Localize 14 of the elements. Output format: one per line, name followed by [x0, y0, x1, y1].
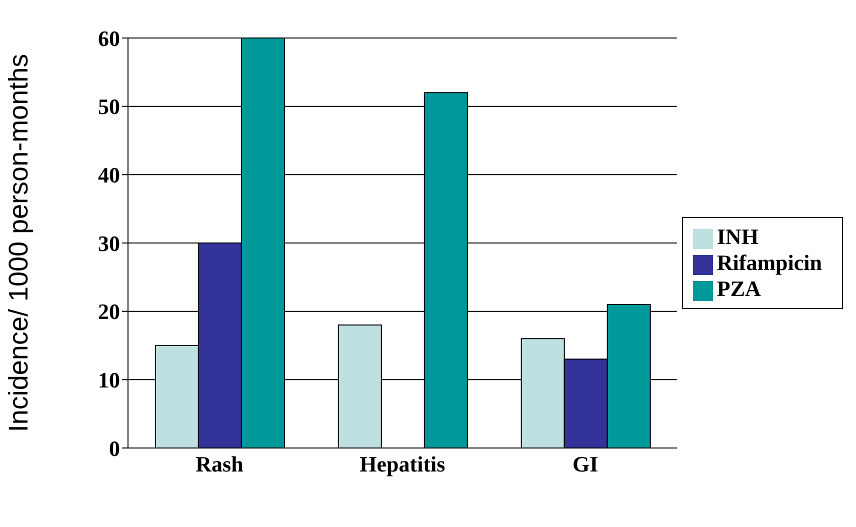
legend-label: PZA [716, 276, 761, 301]
x-tick-label: Rash [196, 452, 244, 477]
y-tick-label: 40 [98, 162, 120, 188]
y-tick-label: 30 [98, 230, 120, 256]
x-tick-label: GI [572, 452, 598, 477]
y-tick-label: 0 [109, 436, 120, 461]
y-tick-label: 60 [98, 26, 120, 51]
x-tick-label: Hepatitis [360, 452, 446, 477]
legend-label: Rifampicin [716, 250, 822, 275]
legend-label: INH [716, 224, 758, 249]
y-tick-label: 50 [98, 94, 120, 120]
y-tick-label: 10 [98, 367, 120, 392]
y-tick-label: 20 [98, 299, 120, 324]
y-axis-title: Incidence/ 1000 person-months [4, 54, 34, 432]
